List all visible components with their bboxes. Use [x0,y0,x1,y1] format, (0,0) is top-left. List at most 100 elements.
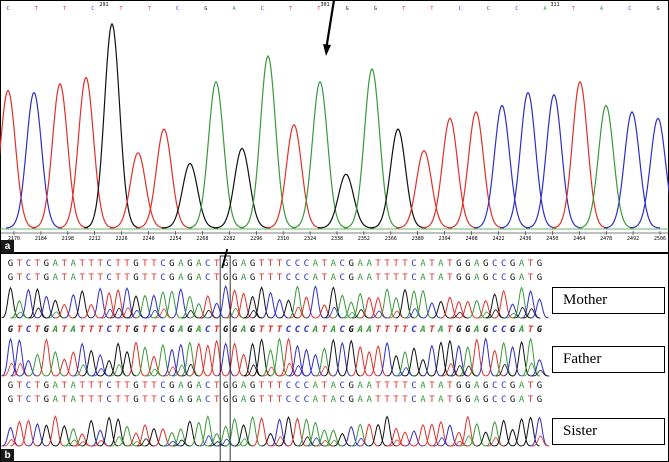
base-call: C [261,6,264,12]
sister-trace [459,435,478,447]
mother-trace [226,307,245,319]
sister-seq-1: T [268,381,274,391]
peak-trace [318,173,374,229]
sister-seq-1: T [402,381,408,391]
x-tick-label: 2226 [116,236,128,242]
father-seq: G [187,325,193,335]
mother-seq-1: T [142,259,148,269]
sister-trace [486,437,505,447]
sister-trace [440,424,459,447]
father-trace [450,364,469,377]
sister-seq-1: G [133,381,138,391]
mother-seq-1: A [474,259,480,269]
sister-trace [485,421,504,447]
mother-seq-2: T [214,273,220,283]
father-seq: T [151,325,157,335]
sister-seq-1: T [384,381,390,391]
sister-seq-2: T [384,395,390,405]
father-trace [333,341,352,377]
mother-trace [162,290,181,319]
mother-seq-1: C [340,259,345,269]
father-trace [503,345,522,377]
peak-trace [447,111,505,229]
sister-trace [198,415,217,447]
base-call: T [572,6,575,12]
sister-trace [1,426,20,447]
father-trace [288,344,307,377]
mother-seq-2: A [241,273,247,283]
sister-seq-1: T [393,381,399,391]
father-trace [109,342,128,377]
father-trace [485,349,504,377]
x-tick-label: 2478 [600,236,612,242]
mother-seq-1: G [465,259,470,269]
mother-trace [504,312,523,319]
father-seq: T [124,325,130,335]
mother-seq-1: C [160,259,165,269]
sister-trace [189,421,208,447]
x-tick-label: 2170 [8,236,20,242]
sister-trace [351,423,370,447]
base-call: T [35,6,38,12]
father-seq: C [295,325,301,335]
mother-seq-1: T [115,259,121,269]
sister-trace [2,439,21,447]
sister-seq-2: C [286,395,291,405]
sister-trace [271,436,290,447]
peak-trace [31,82,89,229]
mother-trace [288,285,307,319]
sister-seq-1: G [232,381,237,391]
sister-seq-1: T [17,381,23,391]
mother-seq-1: C [492,259,497,269]
sister-trace [530,416,549,447]
mother-seq-1: C [286,259,291,269]
x-tick-label: 2268 [196,236,208,242]
father-trace [280,362,299,377]
base-call: C [628,6,631,12]
sister-seq-1: A [196,381,202,391]
sister-seq-1: C [304,381,309,391]
sister-seq-1: T [259,381,265,391]
mother-trace [477,311,496,319]
sister-seq-1: G [187,381,192,391]
mother-seq-2: A [366,273,372,283]
mother-seq-2: A [313,273,319,283]
sister-seq-2: A [438,395,444,405]
father-seq: T [375,325,381,335]
x-tick-label: 2240 [143,236,155,242]
sister-seq-2: T [447,395,453,405]
father-trace [413,358,433,377]
father-seq: G [537,325,543,335]
father-seq: T [259,325,265,335]
father-seq: C [286,325,292,335]
sister-seq-1: C [205,381,210,391]
peak-trace [629,117,669,229]
base-call: A [233,6,236,12]
arrow-head [323,44,331,56]
mother-seq-1: A [241,259,247,269]
sister-seq-2: A [241,395,247,405]
mother-seq-2: C [411,273,416,283]
mother-seq-1: T [268,259,274,269]
sister-trace [369,423,388,447]
mother-seq-2: T [393,273,399,283]
x-tick-label: 2296 [250,236,262,242]
mother-trace [279,299,298,319]
father-trace [100,359,119,377]
sister-seq-1: G [8,381,13,391]
peak-trace [603,111,661,229]
sister-seq-2: G [223,395,228,405]
sister-seq-1: A [241,381,247,391]
sister-seq-1: A [420,381,426,391]
sister-seq-2: T [115,395,121,405]
x-tick-label: 2492 [627,236,639,242]
mother-seq-2: G [483,273,488,283]
sister-trace [306,421,325,447]
sister-seq-2: G [187,395,192,405]
sister-seq-1: T [115,381,121,391]
sister-seq-1: T [447,381,453,391]
sister-seq-1: G [510,381,515,391]
sister-trace [449,431,468,447]
mother-trace [154,308,173,319]
